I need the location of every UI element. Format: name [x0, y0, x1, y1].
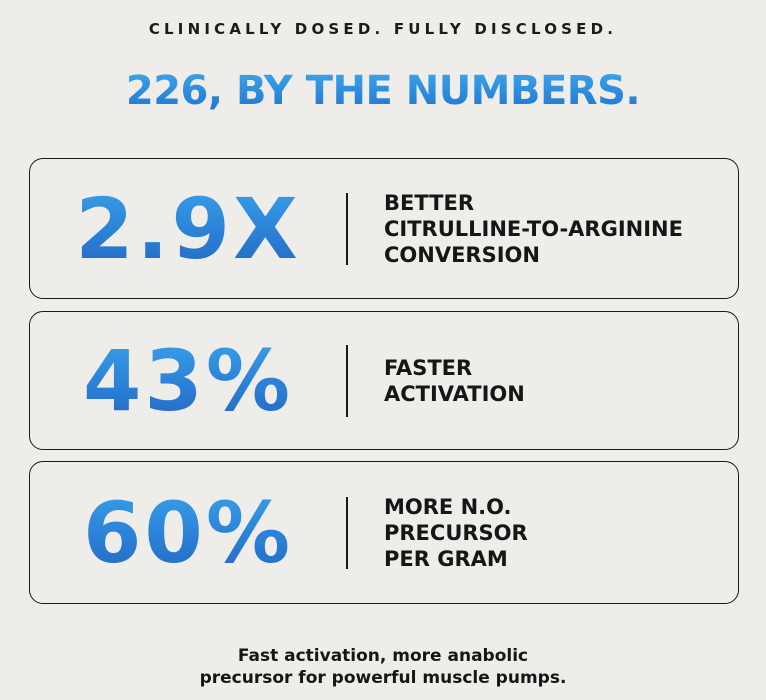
- stat-value: 2.9X: [30, 159, 346, 298]
- stat-description-line: MORE N.O.: [384, 494, 512, 519]
- footer-line: Fast activation, more anabolic: [237, 646, 529, 666]
- footer-caption: Fast activation, more anabolic precursor…: [0, 645, 766, 689]
- stat-description-line: FASTER: [384, 355, 473, 380]
- stat-description-line: PRECURSOR: [384, 520, 528, 545]
- stat-card-activation: 43% FASTER ACTIVATION: [29, 311, 739, 450]
- stat-description-line: PER GRAM: [384, 546, 508, 571]
- stat-divider: [346, 192, 348, 265]
- eyebrow-tagline: CLINICALLY DOSED. FULLY DISCLOSED.: [148, 20, 618, 38]
- stat-card-precursor: 60% MORE N.O. PRECURSOR PER GRAM: [29, 461, 739, 604]
- footer-line: precursor for powerful muscle pumps.: [199, 668, 567, 688]
- stat-description-line: CITRULLINE-TO-ARGININE: [384, 216, 683, 241]
- stat-card-conversion: 2.9X BETTER CITRULLINE-TO-ARGININE CONVE…: [29, 158, 739, 299]
- page-title: 226, BY THE NUMBERS.: [0, 68, 766, 114]
- stat-description: MORE N.O. PRECURSOR PER GRAM: [384, 462, 734, 603]
- stat-description-line: CONVERSION: [384, 242, 540, 267]
- stat-value: 43%: [30, 312, 346, 449]
- stat-description: BETTER CITRULLINE-TO-ARGININE CONVERSION: [384, 159, 734, 298]
- stat-value: 60%: [30, 462, 346, 603]
- stat-description-line: BETTER: [384, 190, 474, 215]
- stat-divider: [346, 496, 348, 569]
- stat-divider: [346, 344, 348, 417]
- stat-description-line: ACTIVATION: [384, 381, 525, 406]
- stat-description: FASTER ACTIVATION: [384, 312, 734, 449]
